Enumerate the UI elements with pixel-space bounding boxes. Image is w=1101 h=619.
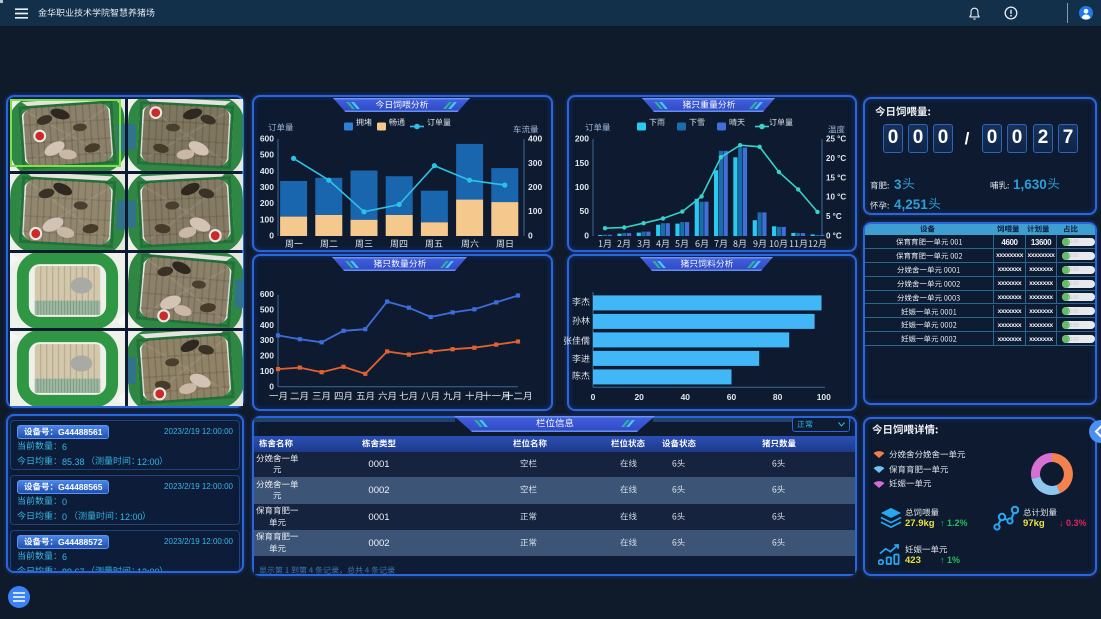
svg-text:0: 0 bbox=[269, 231, 274, 241]
svg-text:40: 40 bbox=[681, 392, 691, 402]
svg-text:400: 400 bbox=[260, 320, 274, 330]
svg-text:300: 300 bbox=[528, 158, 542, 168]
svg-text:500: 500 bbox=[260, 305, 274, 315]
svg-text:100: 100 bbox=[817, 392, 831, 402]
svg-text:200: 200 bbox=[575, 134, 589, 144]
svg-text:20: 20 bbox=[634, 392, 644, 402]
svg-text:100: 100 bbox=[528, 206, 542, 216]
svg-text:600: 600 bbox=[260, 289, 274, 299]
svg-text:25 °C: 25 °C bbox=[826, 135, 846, 144]
svg-text:0: 0 bbox=[269, 381, 274, 391]
svg-text:400: 400 bbox=[260, 166, 274, 176]
svg-text:100: 100 bbox=[575, 182, 589, 192]
svg-text:400: 400 bbox=[528, 134, 542, 144]
svg-text:10 °C: 10 °C bbox=[826, 193, 846, 202]
svg-text:500: 500 bbox=[260, 150, 274, 160]
svg-text:300: 300 bbox=[260, 335, 274, 345]
svg-text:200: 200 bbox=[260, 198, 274, 208]
svg-text:0: 0 bbox=[584, 231, 589, 241]
svg-text:5 °C: 5 °C bbox=[826, 212, 842, 221]
svg-text:15 °C: 15 °C bbox=[826, 173, 846, 182]
svg-text:60: 60 bbox=[727, 392, 737, 402]
svg-text:0 °C: 0 °C bbox=[826, 232, 842, 241]
svg-text:100: 100 bbox=[260, 214, 274, 224]
svg-text:600: 600 bbox=[260, 134, 274, 144]
svg-text:100: 100 bbox=[260, 366, 274, 376]
svg-text:50: 50 bbox=[580, 206, 590, 216]
svg-text:200: 200 bbox=[528, 182, 542, 192]
svg-text:300: 300 bbox=[260, 182, 274, 192]
svg-text:80: 80 bbox=[773, 392, 783, 402]
svg-text:150: 150 bbox=[575, 158, 589, 168]
svg-text:0: 0 bbox=[591, 392, 596, 402]
svg-text:20 °C: 20 °C bbox=[826, 154, 846, 163]
svg-text:0: 0 bbox=[528, 231, 533, 241]
svg-text:200: 200 bbox=[260, 351, 274, 361]
